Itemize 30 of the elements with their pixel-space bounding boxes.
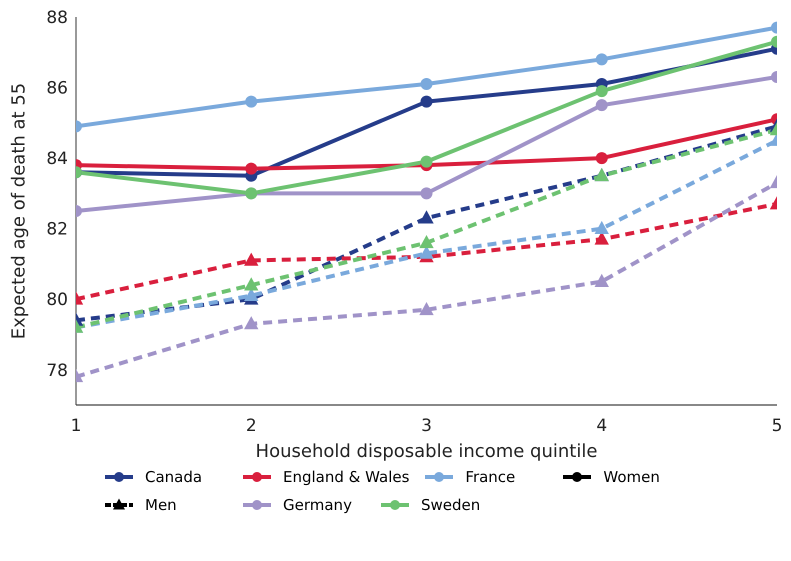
point bbox=[420, 78, 432, 90]
point bbox=[419, 302, 434, 316]
y-tick-label: 82 bbox=[46, 220, 68, 240]
point bbox=[244, 316, 258, 330]
y-tick-label: 86 bbox=[46, 78, 68, 99]
point bbox=[420, 156, 432, 168]
x-tick-label: 4 bbox=[596, 416, 608, 436]
legend-label: Canada bbox=[145, 468, 202, 486]
legend-label: Sweden bbox=[421, 496, 480, 514]
legend-label: France bbox=[465, 468, 516, 486]
legend-label: Women bbox=[603, 468, 660, 486]
legend-label: Germany bbox=[283, 496, 352, 514]
legend-label: Men bbox=[145, 496, 177, 514]
x-tick-label: 3 bbox=[421, 416, 432, 436]
point bbox=[420, 96, 432, 108]
x-tick-label: 5 bbox=[772, 416, 782, 436]
point bbox=[245, 96, 258, 108]
legend-label: England & Wales bbox=[283, 468, 410, 486]
x-tick-label: 2 bbox=[246, 416, 257, 436]
x-tick-label: 1 bbox=[70, 416, 82, 436]
y-axis-title: Expected age of death at 55 bbox=[8, 82, 30, 340]
point bbox=[244, 277, 258, 290]
y-tick-label: 80 bbox=[46, 290, 68, 310]
x-axis-title: Household disposable income quintile bbox=[256, 441, 598, 462]
point bbox=[245, 162, 258, 175]
y-tick-label: 88 bbox=[46, 8, 68, 28]
y-tick-label: 78 bbox=[46, 360, 68, 381]
point bbox=[244, 252, 258, 266]
point bbox=[419, 234, 434, 248]
y-tick-label: 84 bbox=[46, 149, 68, 170]
